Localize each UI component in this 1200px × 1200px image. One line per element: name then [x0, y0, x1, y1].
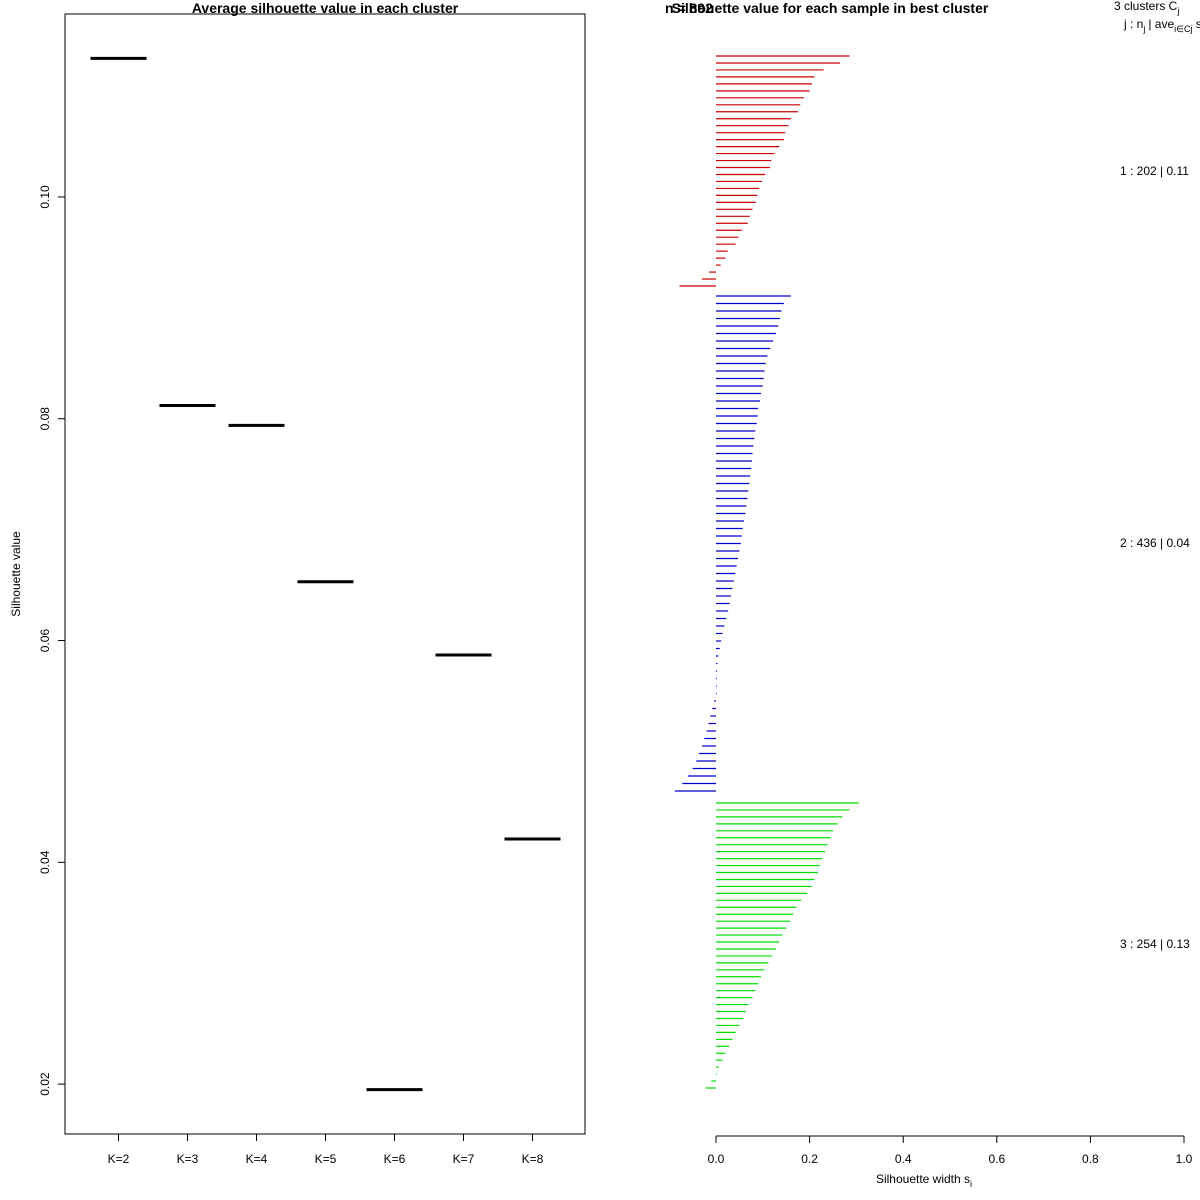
right-chart-title: Silhouette value for each sample in best…: [672, 0, 989, 16]
y-tick-label: 0.10: [38, 185, 52, 209]
left-x-axis: K=2 K=3 K=4 K=5 K=6 K=7 K=8: [108, 1134, 544, 1166]
cluster-labels: 1 : 202 | 0.11 2 : 436 | 0.04 3 : 254 | 0.…: [1120, 164, 1190, 951]
silhouette-bars: [674, 55, 859, 1089]
x-tick-label: 0.4: [895, 1152, 912, 1166]
x-tick-label: K=3: [177, 1152, 199, 1166]
right-x-axis-label: Silhouette width si: [876, 1172, 972, 1189]
x-tick-label: 0.8: [1082, 1152, 1099, 1166]
legend-header-line2: j : nj | avei∈Cj s: [1123, 17, 1200, 34]
left-y-axis: 0.02 0.04 0.06 0.08 0.10: [38, 185, 65, 1096]
cluster-label-3: 3 : 254 | 0.13: [1120, 937, 1190, 951]
y-tick-label: 0.04: [38, 850, 52, 874]
x-tick-label: 0.2: [801, 1152, 818, 1166]
left-plot-frame: [64, 13, 586, 1135]
left-marks: [90, 56, 561, 1092]
x-tick-label: K=4: [246, 1152, 268, 1166]
x-tick-label: K=2: [108, 1152, 130, 1166]
x-tick-label: K=6: [384, 1152, 406, 1166]
x-tick-label: K=5: [315, 1152, 337, 1166]
x-tick-label: 0.6: [988, 1152, 1005, 1166]
x-tick-label: K=7: [453, 1152, 475, 1166]
left-chart-title: Average silhouette value in each cluster: [192, 0, 459, 16]
y-tick-label: 0.02: [38, 1072, 52, 1096]
x-tick-label: 0.0: [708, 1152, 725, 1166]
x-tick-label: K=8: [522, 1152, 544, 1166]
overlapping-title-text: n = 892: [665, 0, 713, 16]
x-tick-label: 1.0: [1176, 1152, 1193, 1166]
cluster-label-2: 2 : 436 | 0.04: [1120, 536, 1190, 550]
left-panel: Average silhouette value in each cluster…: [9, 0, 586, 1166]
cluster-label-1: 1 : 202 | 0.11: [1120, 164, 1189, 178]
right-panel: Silhouette value for each sample in best…: [665, 0, 1200, 1189]
y-tick-label: 0.08: [38, 407, 52, 431]
y-tick-label: 0.06: [38, 629, 52, 653]
legend-header: 3 clusters Cj j : nj | avei∈Cj s: [1114, 0, 1200, 34]
left-y-axis-label: Silhouette value: [9, 531, 23, 617]
legend-header-line1: 3 clusters Cj: [1114, 0, 1179, 16]
right-x-axis: 0.0 0.2 0.4 0.6 0.8 1.0: [708, 1135, 1193, 1166]
